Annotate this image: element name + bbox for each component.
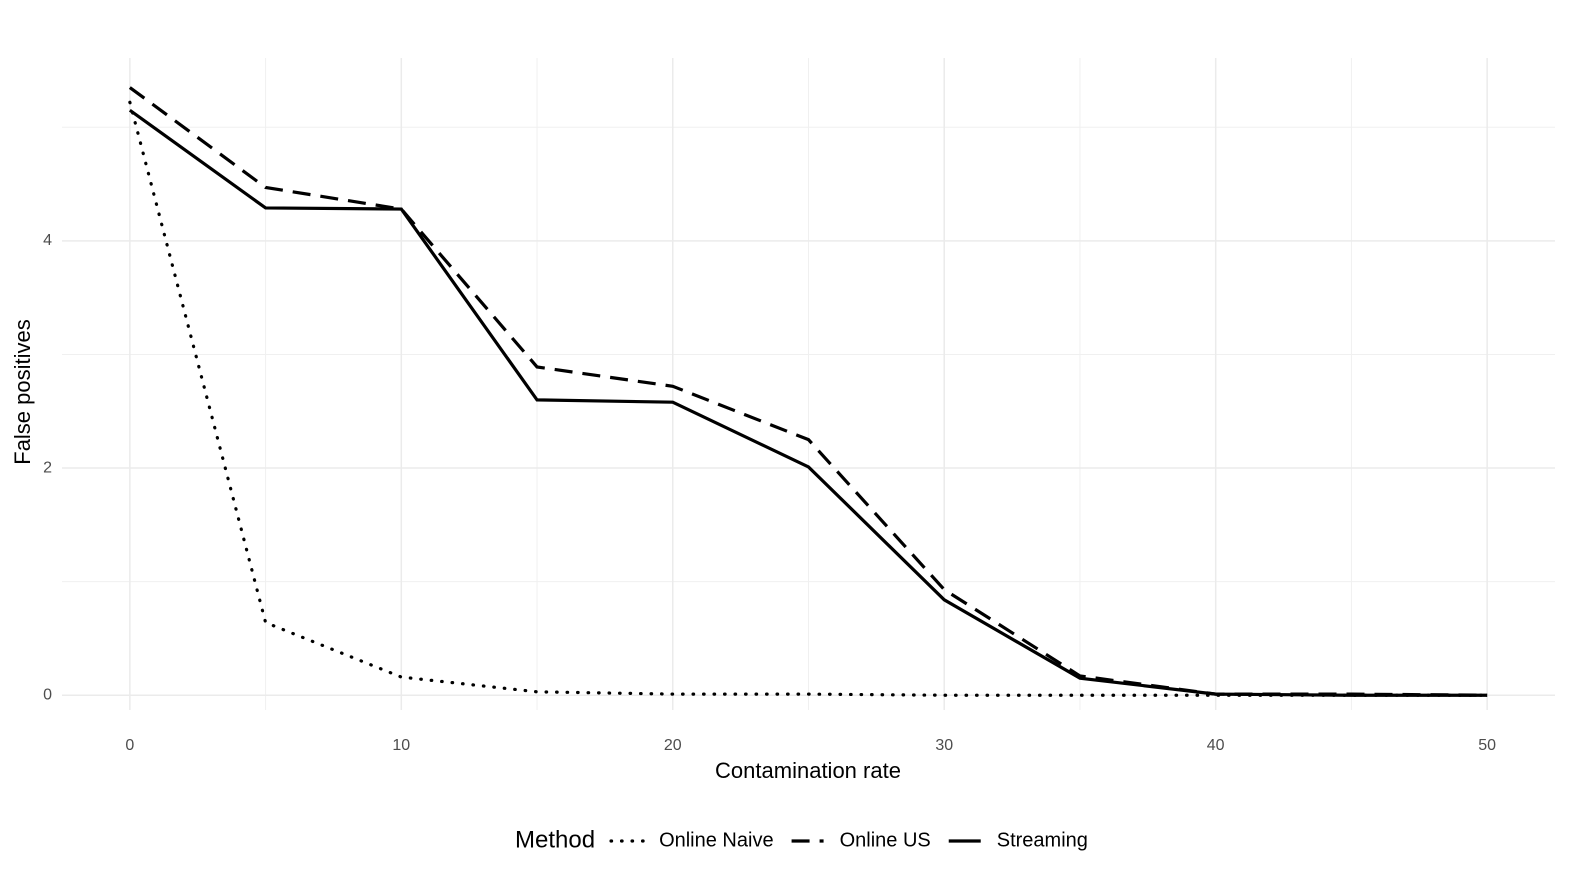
x-tick-label: 50	[1478, 737, 1496, 754]
x-tick-label: 30	[935, 737, 953, 754]
series-line	[128, 86, 1488, 697]
legend-title: Method	[515, 826, 595, 853]
x-tick-label: 40	[1207, 737, 1225, 754]
x-tick-label: 20	[664, 737, 682, 754]
series-line	[128, 108, 1488, 697]
y-tick-label: 0	[43, 686, 52, 703]
y-tick-label: 2	[43, 459, 52, 476]
x-axis-title: Contamination rate	[715, 758, 901, 783]
legend-label: Online Naive	[659, 829, 774, 851]
legend-label: Streaming	[997, 829, 1088, 851]
y-axis-title: False positives	[10, 319, 35, 465]
x-tick-label: 0	[125, 737, 134, 754]
y-tick-label: 4	[43, 232, 52, 249]
x-tick-label: 10	[392, 737, 410, 754]
legend-label: Online US	[840, 829, 931, 851]
